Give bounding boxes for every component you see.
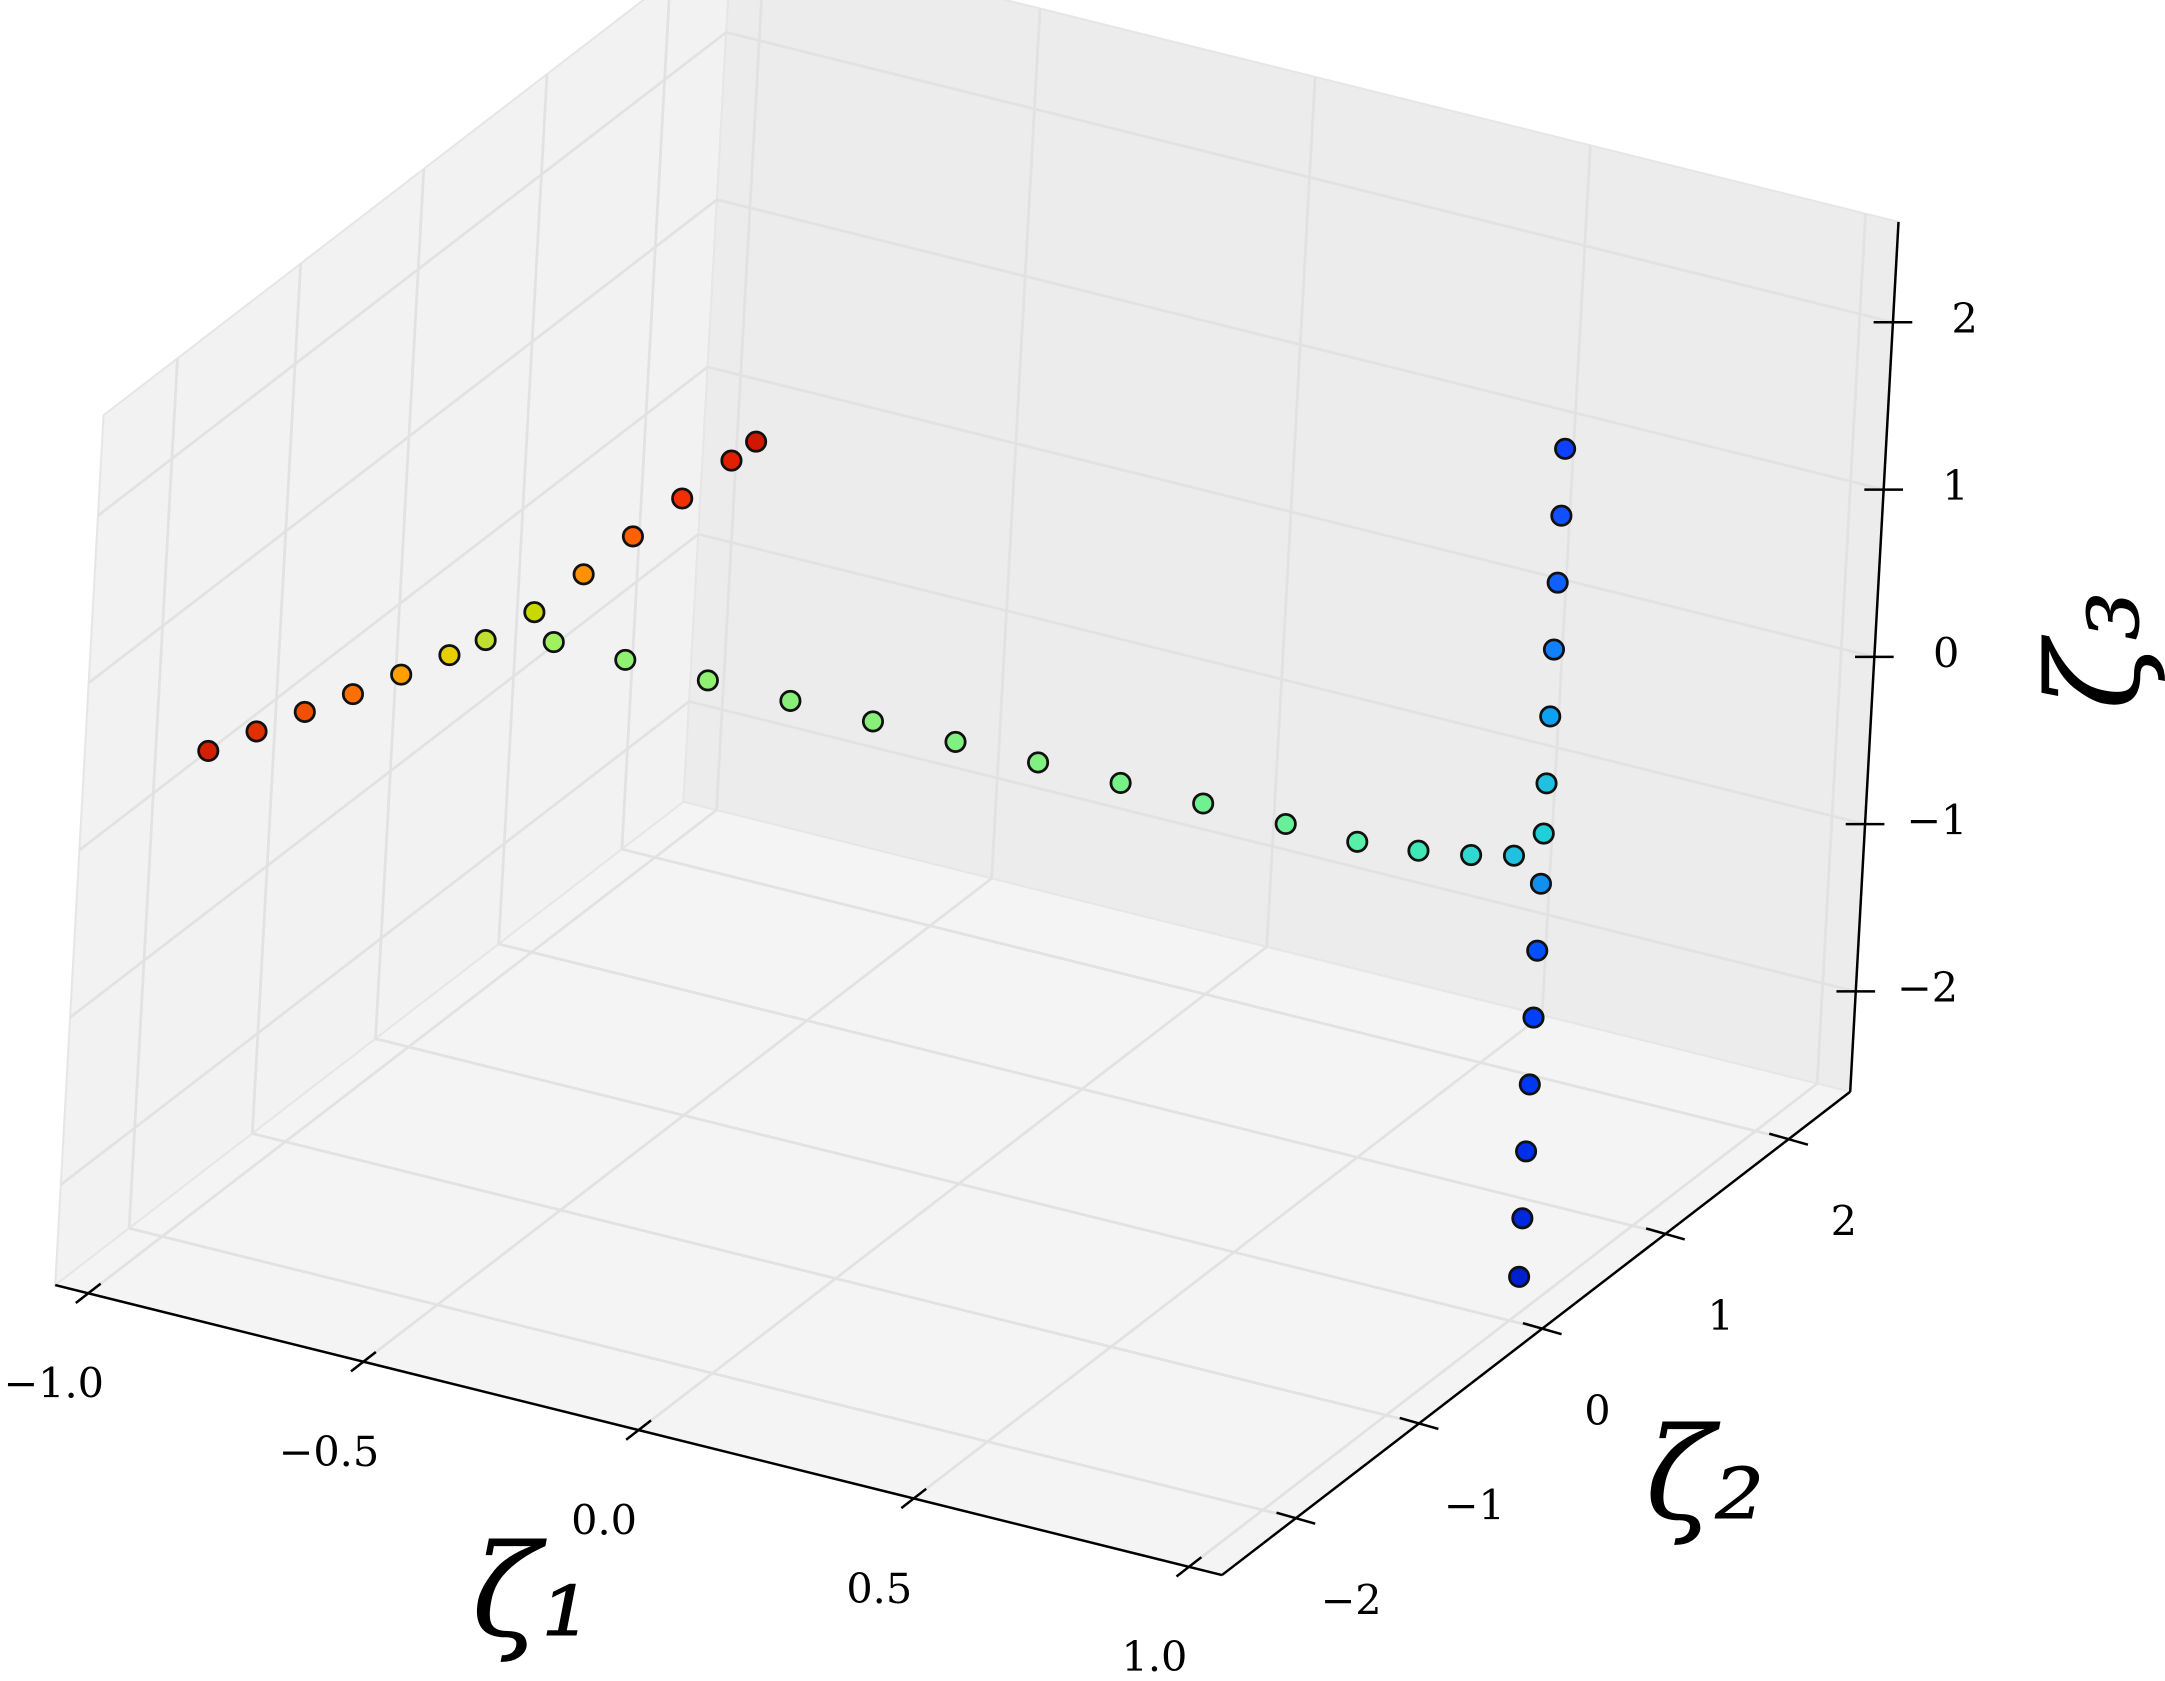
point: [1526, 939, 1549, 962]
point: [341, 683, 364, 706]
x-tick-label: 0.5: [846, 1565, 912, 1613]
point: [861, 710, 885, 733]
point: [1529, 872, 1552, 895]
point: [696, 669, 719, 692]
point: [1539, 705, 1562, 728]
point: [1550, 504, 1573, 527]
grid-line: [78, 365, 709, 852]
grid-line: [362, 877, 993, 1363]
grid-line: [128, 1226, 1297, 1520]
point: [1346, 830, 1369, 853]
point: [1502, 844, 1526, 867]
point: [1508, 1265, 1531, 1288]
z-tick-label: 0: [1933, 629, 1959, 677]
point: [1542, 638, 1566, 661]
points: [197, 430, 1577, 1288]
point: [1554, 437, 1577, 460]
z-tick-label: 1: [1942, 462, 1968, 510]
x-axis-line: [54, 1283, 1223, 1577]
point: [779, 689, 802, 712]
point: [1460, 843, 1483, 867]
grid-line: [251, 1132, 1420, 1425]
point: [245, 720, 268, 743]
point: [720, 449, 743, 472]
x-axis-label: ζ₁: [472, 1518, 592, 1666]
y-tick-label: 1: [1707, 1292, 1733, 1340]
grid-line: [698, 532, 1866, 826]
y-tick-label: 0: [1584, 1387, 1610, 1435]
point: [671, 487, 694, 510]
y-axis-label: ζ₂: [1645, 1400, 1765, 1548]
y-tick-label: −1: [1444, 1482, 1505, 1530]
point: [1522, 1006, 1545, 1029]
x-tick-label: 1.0: [1121, 1633, 1187, 1681]
grid-line: [621, 847, 1789, 1141]
point: [523, 601, 546, 624]
grid-line: [69, 533, 700, 1019]
grid-line: [498, 942, 1666, 1236]
axes: −1.0 −0.5 0.0 0.5 1.0 −2 −1 0 1 2 −2 −1 0 1 2: [3, 221, 1978, 1681]
grid-line: [637, 945, 1268, 1432]
point: [1274, 812, 1297, 836]
point: [1546, 571, 1569, 594]
point: [390, 663, 413, 686]
point: [1511, 1207, 1534, 1230]
point: [1535, 772, 1558, 795]
point: [1027, 751, 1050, 774]
grid-line: [716, 198, 1884, 491]
point: [1407, 839, 1430, 862]
point: [572, 563, 595, 586]
x-tick-label: 0.0: [571, 1496, 637, 1544]
z-axis-label: ζ₃: [2021, 590, 2165, 710]
point: [197, 739, 220, 762]
point: [621, 525, 644, 548]
grid-line: [87, 808, 718, 1295]
grid-line: [59, 700, 690, 1186]
grid-line: [97, 31, 728, 517]
point: [474, 629, 497, 652]
grid-line: [87, 198, 718, 684]
point: [1109, 771, 1132, 795]
point: [1532, 822, 1555, 845]
grid-line: [912, 1014, 1543, 1500]
x-tick-label: −1.0: [3, 1360, 104, 1408]
panes: [52, 0, 1900, 1577]
z-tick-label: −2: [1897, 964, 1958, 1012]
grid-line: [1188, 1082, 1819, 1568]
y-tick-label: −2: [1321, 1576, 1382, 1624]
point: [614, 648, 637, 671]
point: [293, 700, 316, 723]
point: [944, 730, 967, 753]
point: [542, 631, 565, 654]
z-tick-label: 2: [1952, 295, 1978, 343]
grid-line: [707, 365, 1875, 659]
z-tick-label: −1: [1906, 797, 1967, 845]
point: [1515, 1140, 1538, 1163]
point: [1518, 1073, 1541, 1096]
point: [438, 644, 461, 667]
y-axis-line: [1221, 1090, 1851, 1577]
grid-line: [688, 700, 1857, 993]
grid: [59, 0, 1894, 1568]
grid-line: [725, 31, 1894, 324]
grid-line: [375, 1037, 1543, 1331]
x-tick-label: −0.5: [279, 1428, 380, 1476]
z-axis-line: [1848, 221, 1900, 1092]
y-tick-label: 2: [1831, 1197, 1857, 1245]
point: [745, 430, 768, 453]
point: [1192, 792, 1215, 815]
